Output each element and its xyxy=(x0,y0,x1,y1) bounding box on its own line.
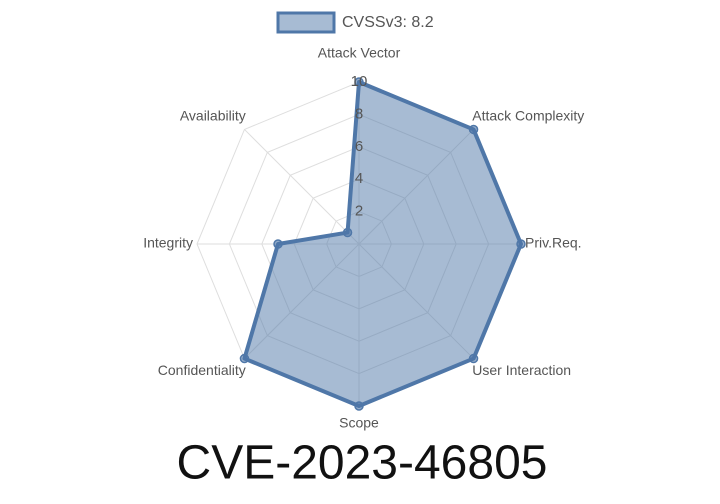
data-point xyxy=(468,353,479,364)
series xyxy=(239,77,526,411)
chart-title: CVE-2023-46805 xyxy=(177,437,548,490)
labels: Attack Vector Attack Complexity Priv.Req. U… xyxy=(143,11,584,431)
data-point xyxy=(516,239,526,249)
axis-label: Confidentiality xyxy=(158,362,246,378)
data-point xyxy=(354,77,364,87)
spoke xyxy=(244,129,360,245)
axis-label: Scope xyxy=(339,415,379,431)
tick-label: 8 xyxy=(355,105,363,122)
data-point xyxy=(239,353,250,364)
data-point xyxy=(354,401,364,411)
data-point xyxy=(342,227,353,238)
data-point xyxy=(468,124,479,135)
legend-text: CVSSv3: 8.2 xyxy=(342,14,434,31)
tick-label: 10 xyxy=(351,73,368,90)
tick-label: 6 xyxy=(355,138,363,155)
data-point xyxy=(273,239,283,249)
tick-label: 4 xyxy=(355,170,363,187)
axis-label: Priv.Req. xyxy=(525,235,582,251)
series-area xyxy=(242,80,523,408)
axis-label: Availability xyxy=(180,107,246,123)
axis-label: Integrity xyxy=(143,235,193,251)
axis-label: Attack Vector xyxy=(318,45,401,61)
legend-swatch xyxy=(276,11,336,34)
axis-label: Attack Complexity xyxy=(472,107,584,123)
tick-label: 2 xyxy=(355,203,363,220)
axis-label: User Interaction xyxy=(472,362,571,378)
